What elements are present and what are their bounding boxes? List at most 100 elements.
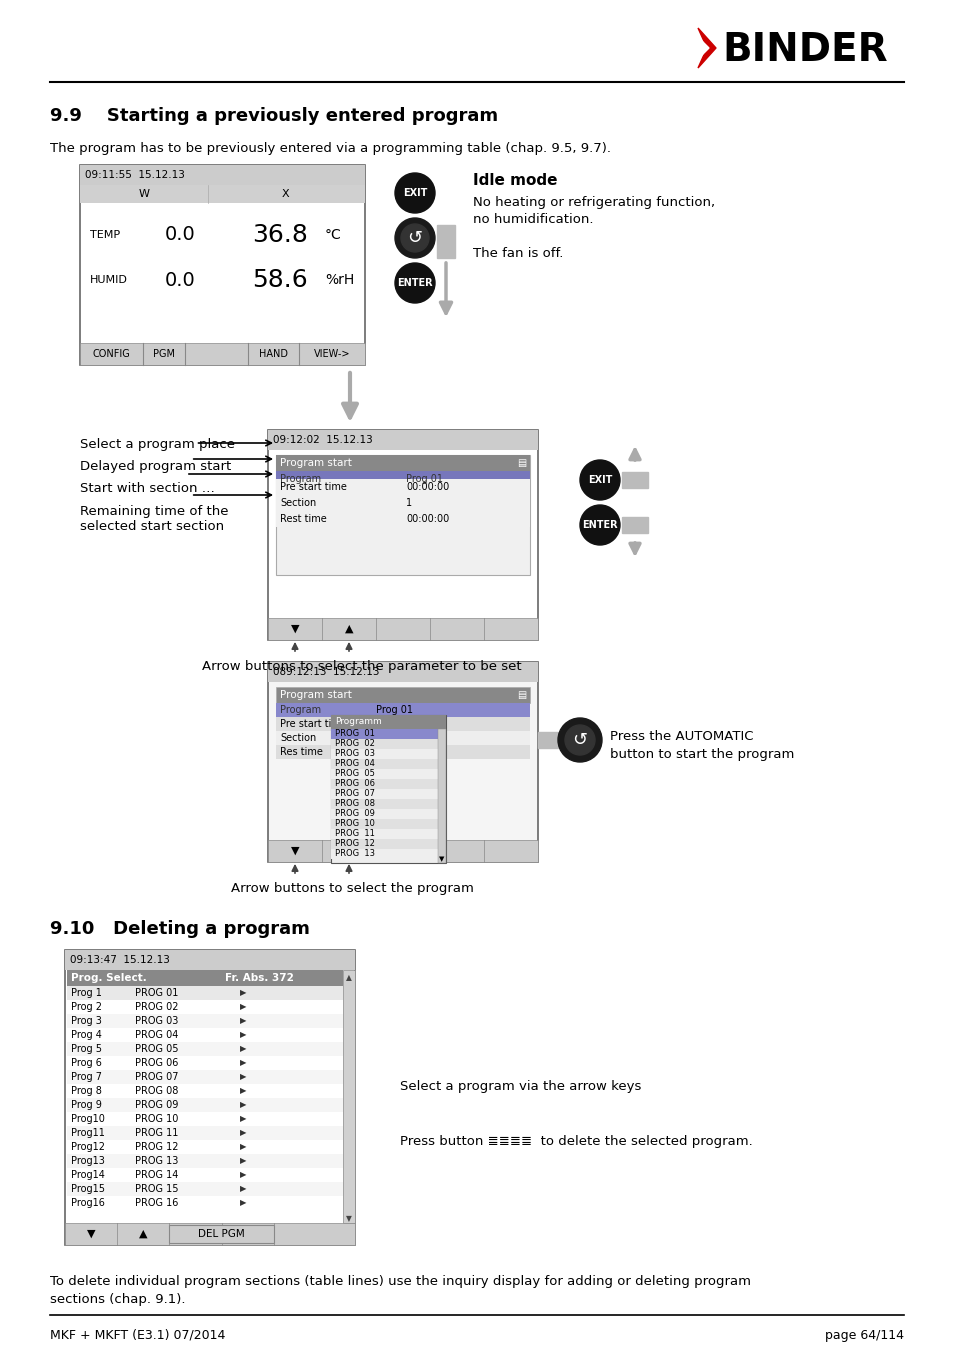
Text: 09:11:55  15.12.13: 09:11:55 15.12.13 — [85, 170, 185, 180]
Text: Prog 8: Prog 8 — [71, 1085, 102, 1096]
Text: PROG 13: PROG 13 — [135, 1156, 178, 1166]
Text: PROG 07: PROG 07 — [135, 1072, 178, 1081]
Text: PROG 09: PROG 09 — [135, 1100, 178, 1110]
FancyBboxPatch shape — [67, 1126, 343, 1139]
Text: Press button ≣≣≣≣  to delete the selected program.: Press button ≣≣≣≣ to delete the selected… — [399, 1135, 752, 1148]
Text: Program start: Program start — [280, 690, 352, 701]
FancyBboxPatch shape — [331, 788, 446, 799]
Text: PROG 12: PROG 12 — [135, 1142, 178, 1152]
Text: PROG  06: PROG 06 — [335, 779, 375, 788]
FancyBboxPatch shape — [268, 662, 537, 863]
Text: Remaining time of the
selected start section: Remaining time of the selected start sec… — [80, 505, 229, 533]
FancyBboxPatch shape — [275, 745, 530, 759]
Text: Prog 7: Prog 7 — [71, 1072, 102, 1081]
Text: Prog11: Prog11 — [71, 1129, 105, 1138]
Text: ▶: ▶ — [240, 1045, 246, 1053]
Text: TEMP: TEMP — [90, 230, 120, 240]
Circle shape — [558, 718, 601, 761]
Text: PROG  11: PROG 11 — [335, 829, 375, 838]
Text: PROG  10: PROG 10 — [335, 819, 375, 829]
Text: Select a program via the arrow keys: Select a program via the arrow keys — [399, 1080, 640, 1094]
FancyBboxPatch shape — [275, 687, 530, 703]
Text: ENTER: ENTER — [581, 520, 618, 531]
Text: Programm: Programm — [335, 717, 381, 726]
Text: No heating or refrigerating function,: No heating or refrigerating function, — [473, 196, 715, 209]
Text: Prog 9: Prog 9 — [71, 1100, 102, 1110]
Polygon shape — [698, 36, 708, 59]
Text: ↺: ↺ — [572, 730, 587, 749]
FancyBboxPatch shape — [275, 471, 530, 487]
Text: PROG 03: PROG 03 — [135, 1017, 178, 1026]
Text: HAND: HAND — [259, 350, 288, 359]
Text: PROG  13: PROG 13 — [335, 849, 375, 859]
Text: PROG 10: PROG 10 — [135, 1114, 178, 1125]
Text: PROG 05: PROG 05 — [135, 1044, 178, 1054]
Text: BINDER: BINDER — [721, 31, 886, 69]
Text: ▶: ▶ — [240, 1157, 246, 1165]
FancyBboxPatch shape — [80, 165, 365, 185]
Text: The program has to be previously entered via a programming table (chap. 9.5, 9.7: The program has to be previously entered… — [50, 142, 610, 155]
Text: PROG  07: PROG 07 — [335, 790, 375, 798]
Text: 58.6: 58.6 — [252, 269, 308, 292]
Text: ▼: ▼ — [87, 1228, 95, 1239]
FancyBboxPatch shape — [65, 950, 355, 1245]
Text: 09:12:02  15.12.13: 09:12:02 15.12.13 — [273, 435, 373, 446]
FancyBboxPatch shape — [170, 1224, 274, 1243]
FancyBboxPatch shape — [331, 799, 446, 809]
Text: Fr. Abs. 372: Fr. Abs. 372 — [225, 973, 294, 983]
Text: PROG  05: PROG 05 — [335, 769, 375, 779]
FancyBboxPatch shape — [67, 1071, 343, 1084]
Text: W: W — [138, 189, 150, 198]
FancyBboxPatch shape — [67, 1196, 343, 1210]
Text: Prog 5: Prog 5 — [71, 1044, 102, 1054]
Text: Prog10: Prog10 — [71, 1114, 105, 1125]
Polygon shape — [621, 472, 647, 487]
Text: ↺: ↺ — [407, 230, 422, 247]
FancyBboxPatch shape — [331, 849, 446, 859]
Text: Select a program place: Select a program place — [80, 437, 234, 451]
Text: Delayed program start: Delayed program start — [80, 460, 231, 472]
FancyBboxPatch shape — [275, 512, 530, 526]
FancyBboxPatch shape — [67, 1139, 343, 1154]
Text: PROG 08: PROG 08 — [135, 1085, 178, 1096]
Text: Prog 3: Prog 3 — [71, 1017, 102, 1026]
FancyBboxPatch shape — [331, 779, 446, 788]
Text: Pre start time: Pre start time — [280, 482, 347, 491]
FancyBboxPatch shape — [67, 1014, 343, 1027]
Text: ▶: ▶ — [240, 1129, 246, 1138]
FancyBboxPatch shape — [268, 431, 537, 640]
Text: ▼: ▼ — [438, 856, 444, 863]
Circle shape — [400, 224, 429, 252]
Text: ▶: ▶ — [240, 1003, 246, 1011]
Text: Program: Program — [280, 474, 321, 485]
Text: ▶: ▶ — [240, 988, 246, 998]
Polygon shape — [698, 28, 716, 49]
FancyBboxPatch shape — [67, 1056, 343, 1071]
Circle shape — [564, 725, 595, 755]
FancyBboxPatch shape — [331, 729, 446, 738]
Text: button to start the program: button to start the program — [609, 748, 794, 761]
Polygon shape — [621, 517, 647, 533]
Text: Idle mode: Idle mode — [473, 173, 557, 188]
Text: Prog 1: Prog 1 — [71, 988, 102, 998]
Text: Prog12: Prog12 — [71, 1142, 105, 1152]
Text: sections (chap. 9.1).: sections (chap. 9.1). — [50, 1293, 185, 1305]
Text: Program: Program — [280, 705, 321, 716]
Text: ▲: ▲ — [139, 1228, 148, 1239]
FancyBboxPatch shape — [331, 819, 446, 829]
FancyBboxPatch shape — [80, 165, 365, 364]
FancyBboxPatch shape — [80, 185, 365, 202]
Text: ▶: ▶ — [240, 1170, 246, 1180]
FancyBboxPatch shape — [67, 1168, 343, 1183]
FancyBboxPatch shape — [67, 1112, 343, 1126]
Text: Rest time: Rest time — [280, 514, 327, 524]
Circle shape — [579, 505, 619, 545]
Text: PROG  02: PROG 02 — [335, 740, 375, 748]
FancyBboxPatch shape — [67, 1183, 343, 1196]
Text: ▼: ▼ — [291, 846, 299, 856]
FancyBboxPatch shape — [268, 662, 537, 682]
Text: EXIT: EXIT — [402, 188, 427, 198]
FancyBboxPatch shape — [67, 1084, 343, 1098]
FancyBboxPatch shape — [275, 495, 530, 512]
Text: Pre start time: Pre start time — [280, 720, 347, 729]
